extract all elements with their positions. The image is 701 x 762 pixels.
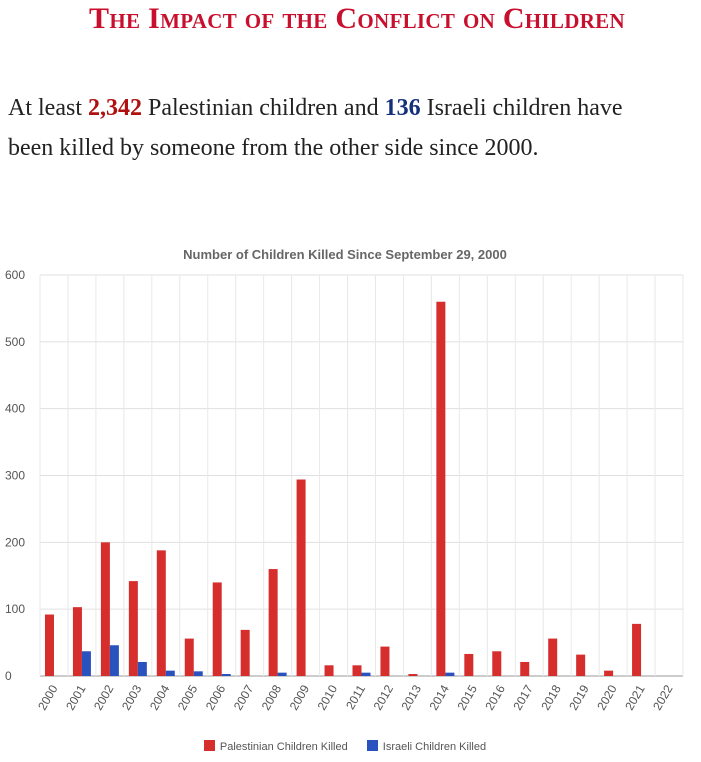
bar-palestinian-2016[interactable] bbox=[492, 651, 502, 676]
y-tick-label: 500 bbox=[5, 335, 25, 349]
x-tick-label: 2008 bbox=[259, 682, 285, 712]
bar-israeli-2002[interactable] bbox=[109, 645, 119, 676]
y-axis: 0 100 200 300 400 500 600 bbox=[5, 268, 25, 683]
grid-lines bbox=[39, 274, 684, 677]
x-tick-label: 2000 bbox=[35, 682, 61, 712]
y-tick-label: 300 bbox=[5, 469, 25, 483]
bar-palestinian-2021[interactable] bbox=[632, 623, 642, 676]
legend-label-palestinian: Palestinian Children Killed bbox=[219, 741, 348, 753]
israeli-count: 136 bbox=[384, 95, 421, 121]
bar-chart: Number of Children Killed Since Septembe… bbox=[5, 247, 684, 713]
x-tick-label: 2017 bbox=[510, 682, 536, 712]
bar-palestinian-2018[interactable] bbox=[548, 638, 558, 676]
x-tick-label: 2002 bbox=[91, 682, 117, 712]
bars bbox=[44, 301, 642, 676]
y-tick-label: 100 bbox=[5, 602, 25, 616]
bar-palestinian-2017[interactable] bbox=[520, 661, 530, 676]
y-tick-label: 0 bbox=[5, 669, 12, 683]
x-axis: 2000 2001 2002 2003 2004 2005 2006 2007 2008 2009… bbox=[35, 682, 676, 712]
x-tick-label: 2021 bbox=[622, 682, 648, 712]
bar-palestinian-2002[interactable] bbox=[100, 542, 110, 676]
bar-israeli-2011[interactable] bbox=[361, 672, 371, 676]
x-tick-label: 2006 bbox=[203, 682, 229, 712]
bar-palestinian-2010[interactable] bbox=[324, 665, 334, 676]
bar-palestinian-2003[interactable] bbox=[128, 581, 138, 676]
bar-israeli-2004[interactable] bbox=[165, 670, 175, 676]
bar-palestinian-2011[interactable] bbox=[352, 665, 362, 676]
x-tick-label: 2007 bbox=[231, 682, 257, 712]
bar-palestinian-2014[interactable] bbox=[436, 301, 446, 676]
legend-item-palestinian[interactable]: Palestinian Children Killed bbox=[203, 740, 348, 753]
bar-palestinian-2001[interactable] bbox=[72, 607, 82, 676]
x-tick-label: 2018 bbox=[538, 682, 564, 712]
bar-israeli-2008[interactable] bbox=[277, 672, 287, 676]
legend-swatch-palestinian bbox=[203, 740, 215, 751]
x-tick-label: 2020 bbox=[594, 682, 620, 712]
bar-palestinian-2012[interactable] bbox=[380, 646, 390, 676]
x-tick-label: 2001 bbox=[63, 682, 89, 712]
x-tick-label: 2004 bbox=[147, 682, 173, 712]
x-tick-label: 2015 bbox=[454, 682, 480, 712]
x-tick-label: 2010 bbox=[315, 682, 341, 712]
y-tick-label: 200 bbox=[5, 535, 25, 549]
x-tick-label: 2013 bbox=[399, 682, 425, 712]
bar-palestinian-2013[interactable] bbox=[408, 673, 418, 676]
bar-palestinian-2000[interactable] bbox=[44, 614, 54, 676]
x-tick-label: 2022 bbox=[650, 682, 676, 712]
legend-item-israeli[interactable]: Israeli Children Killed bbox=[366, 740, 487, 753]
legend-swatch-israeli bbox=[366, 740, 378, 751]
intro-paragraph: At least 2,342 Palestinian children and … bbox=[8, 88, 628, 168]
bar-palestinian-2006[interactable] bbox=[212, 582, 222, 676]
intro-text-2: Palestinian children and bbox=[141, 95, 385, 121]
x-tick-label: 2005 bbox=[175, 682, 201, 712]
bar-palestinian-2009[interactable] bbox=[296, 479, 306, 676]
bar-palestinian-2015[interactable] bbox=[464, 653, 474, 676]
bar-israeli-2014[interactable] bbox=[445, 672, 455, 676]
x-tick-label: 2014 bbox=[426, 682, 452, 712]
x-tick-label: 2009 bbox=[287, 682, 313, 712]
palestinian-count: 2,342 bbox=[87, 95, 142, 121]
y-tick-label: 600 bbox=[5, 268, 25, 282]
x-tick-label: 2011 bbox=[343, 682, 368, 712]
bar-palestinian-2008[interactable] bbox=[268, 569, 278, 676]
bar-israeli-2005[interactable] bbox=[193, 671, 203, 676]
y-tick-label: 400 bbox=[5, 402, 25, 416]
x-tick-label: 2003 bbox=[119, 682, 145, 712]
legend: Palestinian Children Killed Israeli Chil… bbox=[0, 740, 690, 753]
bar-palestinian-2007[interactable] bbox=[240, 629, 250, 676]
bar-palestinian-2004[interactable] bbox=[156, 550, 166, 676]
bar-palestinian-2005[interactable] bbox=[184, 638, 194, 676]
bar-israeli-2003[interactable] bbox=[137, 661, 147, 676]
bar-israeli-2001[interactable] bbox=[81, 651, 91, 676]
x-tick-label: 2019 bbox=[566, 682, 592, 712]
intro-text-1: At least bbox=[8, 95, 88, 121]
legend-label-israeli: Israeli Children Killed bbox=[382, 741, 487, 753]
chart-title: Number of Children Killed Since Septembe… bbox=[183, 247, 507, 262]
intro-text-3: Israeli children have been killed by som… bbox=[8, 95, 623, 161]
bar-palestinian-2020[interactable] bbox=[604, 670, 614, 676]
page-title: The Impact of the Conflict on Children bbox=[89, 2, 625, 35]
x-tick-label: 2016 bbox=[482, 682, 508, 712]
bar-palestinian-2019[interactable] bbox=[576, 654, 586, 676]
x-tick-label: 2012 bbox=[371, 682, 397, 712]
bar-israeli-2006[interactable] bbox=[221, 673, 231, 676]
